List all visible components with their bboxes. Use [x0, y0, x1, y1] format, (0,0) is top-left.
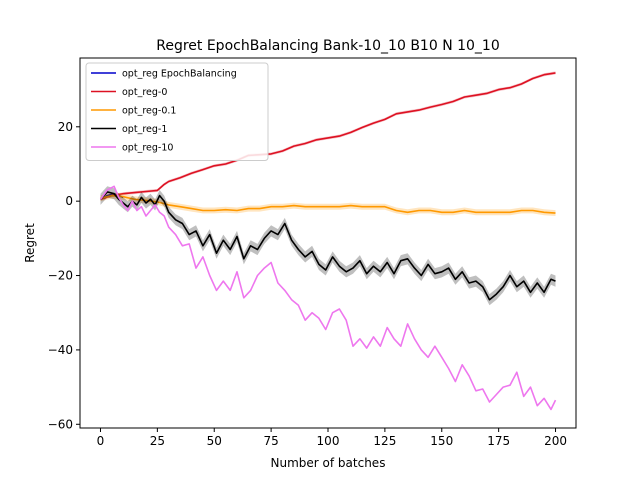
- legend-box: [85, 62, 269, 161]
- x-tick-label: 0: [97, 434, 105, 448]
- x-tick-label: 200: [544, 434, 567, 448]
- y-tick-label: 20: [58, 120, 73, 134]
- plot-area: [99, 71, 557, 411]
- y-tick-label: −20: [48, 269, 73, 283]
- series-opt-reg-1-band: [100, 186, 556, 306]
- x-tick-label: 75: [263, 434, 278, 448]
- series-opt-reg-10-line: [99, 185, 557, 411]
- y-tick-label: −40: [48, 343, 73, 357]
- series-opt-reg-0-line: [100, 72, 556, 201]
- x-tick-label: 150: [430, 434, 453, 448]
- chart-title: Regret EpochBalancing Bank-10_10 B10 N 1…: [156, 38, 500, 54]
- x-tick-label: 175: [487, 434, 510, 448]
- legend-entry-label: opt_reg-10: [122, 143, 173, 154]
- x-axis-label: Number of batches: [271, 456, 386, 470]
- legend-entry-label: opt_reg EpochBalancing: [122, 69, 237, 80]
- y-axis-label: Regret: [23, 223, 37, 263]
- x-tick-label: 100: [317, 434, 340, 448]
- x-axis: 0 25 50 75 100 125 150 175 200: [97, 428, 567, 448]
- y-axis: −60 −40 −20 0 20: [48, 120, 80, 431]
- legend-entry-label: opt_reg-1: [122, 124, 167, 135]
- series-opt-reg-1-line: [99, 191, 556, 301]
- legend: opt_reg EpochBalancing opt_reg-0 opt_reg-0…: [85, 62, 269, 161]
- legend-entry-label: opt_reg-0.1: [122, 106, 176, 117]
- legend-entry-label: opt_reg-0: [122, 87, 167, 98]
- x-tick-label: 25: [150, 434, 165, 448]
- x-tick-label: 50: [207, 434, 222, 448]
- x-tick-label: 125: [373, 434, 396, 448]
- y-tick-label: 0: [65, 194, 73, 208]
- y-tick-label: −60: [48, 417, 73, 431]
- series-opt-reg-0-1-line: [100, 194, 556, 214]
